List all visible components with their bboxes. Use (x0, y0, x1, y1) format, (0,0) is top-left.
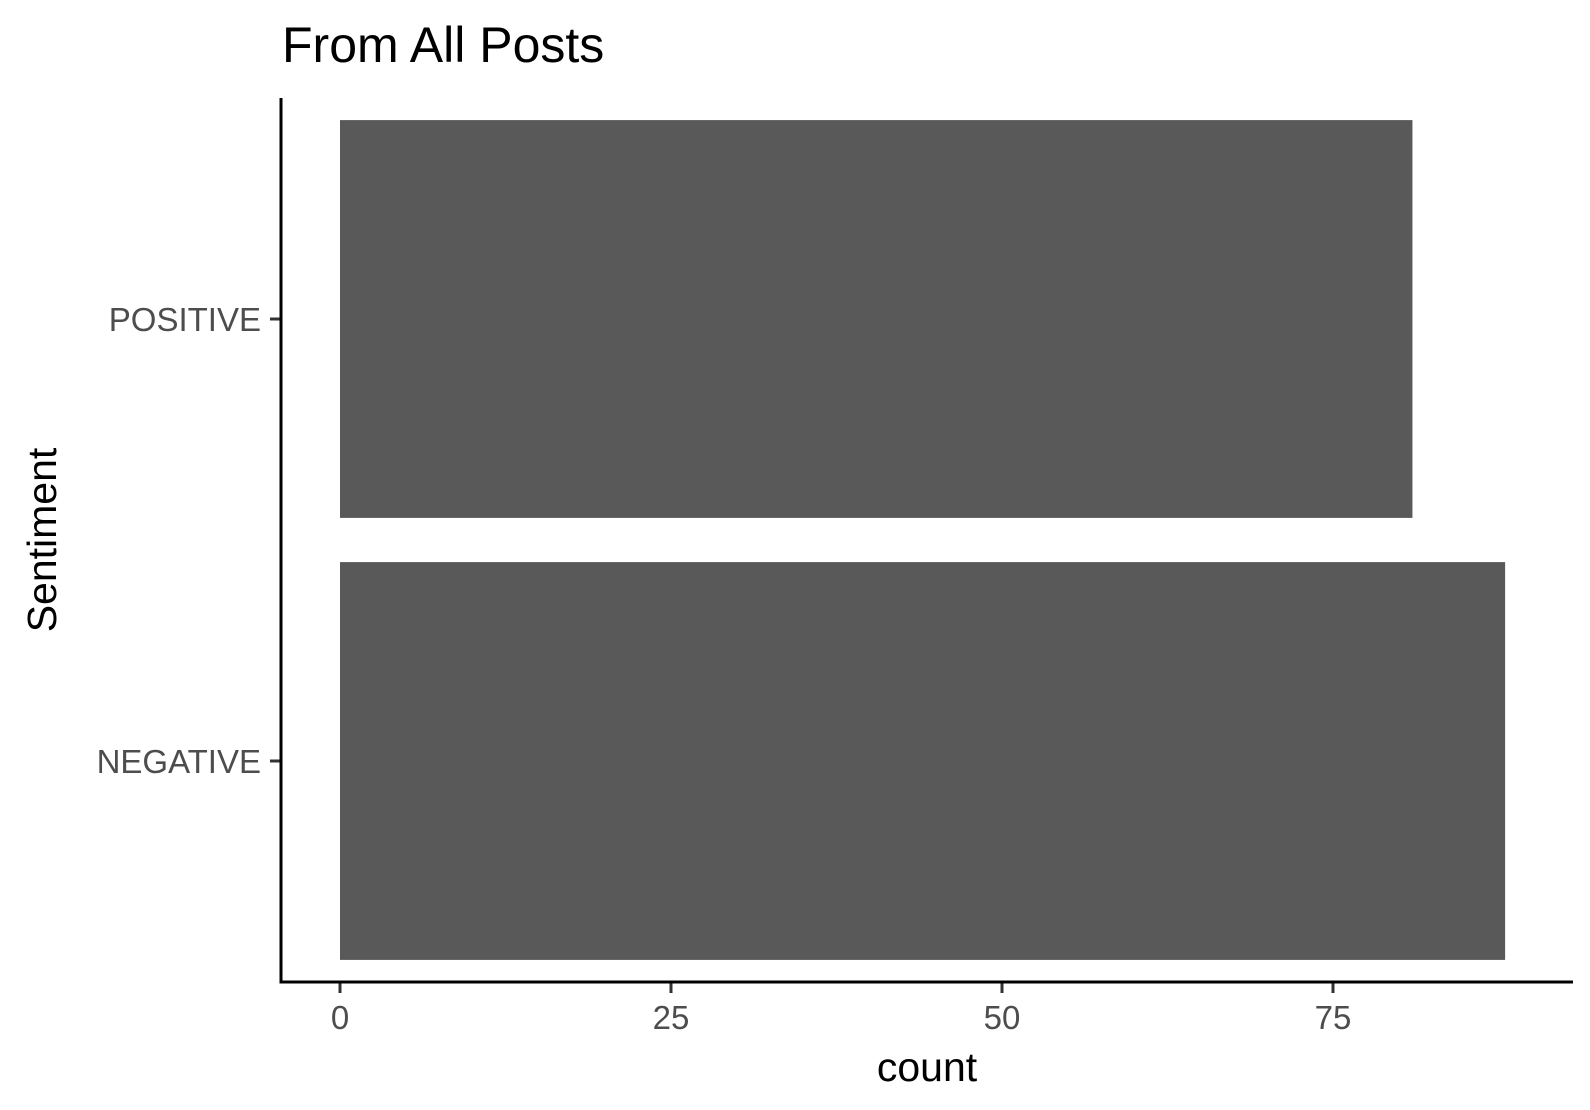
bar-positive (340, 120, 1413, 518)
y-tick-label-positive: POSITIVE (109, 301, 261, 338)
x-tick-label-75: 75 (1315, 999, 1352, 1036)
x-tick-label-25: 25 (653, 999, 690, 1036)
x-axis-ticks: 0 25 50 75 (331, 982, 1352, 1036)
bar-negative (340, 562, 1506, 960)
chart-title: From All Posts (282, 17, 604, 73)
x-axis-title: count (877, 1044, 978, 1090)
y-tick-label-negative: NEGATIVE (97, 743, 261, 780)
y-axis-title: Sentiment (19, 447, 65, 632)
x-tick-label-0: 0 (331, 999, 349, 1036)
y-axis-ticks: POSITIVE NEGATIVE (97, 301, 281, 780)
bars-group (340, 120, 1506, 960)
x-tick-label-50: 50 (984, 999, 1021, 1036)
